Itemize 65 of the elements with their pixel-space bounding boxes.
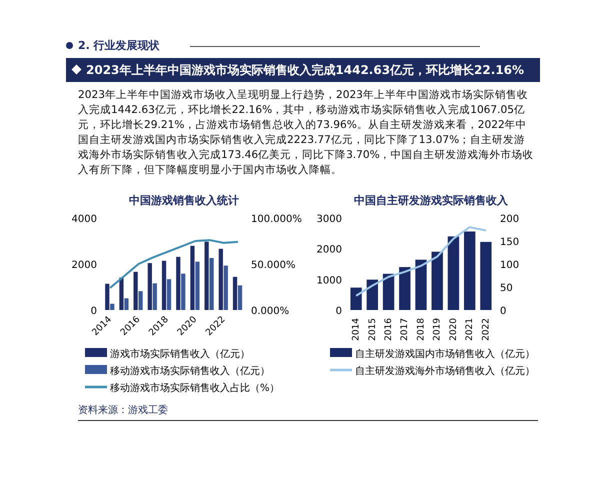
bar — [464, 231, 476, 310]
text: 2023年上半年中国游戏市场实际销售收入完成1442.63亿元，环比增长22.16% — [86, 62, 524, 79]
bar — [415, 260, 427, 310]
y-tick-label: 2000 — [72, 260, 97, 271]
legend-label: 移动游戏市场实际销售收入（亿元） — [110, 365, 270, 377]
x-tick-label: 2015 — [368, 318, 378, 341]
y-tick-label: 4000 — [72, 214, 97, 225]
bar — [224, 266, 228, 310]
y2-tick-label: 200 — [500, 214, 520, 225]
bar — [190, 246, 195, 310]
x-tick-label: 2014 — [352, 318, 362, 341]
legend-label: 移动游戏市场实际销售收入占比（%） — [110, 382, 280, 394]
bar — [399, 267, 410, 310]
y-tick-label: 0 — [336, 306, 342, 317]
y2-tick-label: 0.000% — [251, 306, 290, 317]
chart-title: 中国游戏销售收入统计 — [129, 194, 239, 207]
line-series — [109, 239, 239, 289]
bar — [195, 262, 200, 310]
x-tick-label: 2016 — [384, 318, 394, 341]
line-series — [355, 226, 487, 297]
bar — [148, 263, 152, 310]
y2-tick-label: 150 — [500, 237, 520, 248]
bar — [232, 276, 238, 310]
x-tick-label: 2019 — [432, 318, 443, 341]
bar — [124, 298, 129, 310]
x-tick-label: 2020 — [448, 318, 459, 341]
bar — [350, 288, 362, 310]
bar — [110, 304, 114, 310]
bar — [480, 242, 492, 310]
bar — [204, 242, 209, 310]
bar — [176, 256, 180, 310]
x-tick-label: 2018 — [416, 318, 426, 341]
y2-tick-label: 100 — [500, 260, 520, 271]
bar — [105, 284, 110, 310]
bar — [152, 283, 157, 310]
bar — [448, 236, 460, 310]
legend-label: 自主研发游戏海外市场销售收入（亿元） — [355, 365, 535, 377]
bar — [210, 258, 214, 310]
y2-tick-label: 100.000% — [251, 214, 302, 225]
y2-tick-label: 50.000% — [251, 260, 296, 271]
text: 2023年上半年中国游戏市场收入呈现明显上行趋势，2023年上半年中国游戏市场实际销售收入完成1442.63亿元，环比增长22.16%，其中，移动游戏市场实际销售收入完成1067.05亿元，环比增长29.21%，占游戏市场销售总收入的73.96%。从自主研发游戏来看，2022年中国自主研发游戏国内市场实际销售收入完成2223.77亿元，同比下降了13.07%；自主研发游戏海外市场实际销售收入完成173.46亿美元，同比下降3.70%，中国自主研发游戏海外市场收入有所下降，但下降幅度明显小于国内市场收入降幅。 — [78, 88, 534, 178]
y-tick-label: 1000 — [316, 275, 342, 286]
bar — [166, 279, 172, 310]
bar — [366, 280, 378, 310]
bar — [238, 285, 242, 310]
bar — [218, 248, 223, 310]
legend-label: 自主研发游戏国内市场销售收入（亿元） — [355, 348, 535, 360]
x-tick-label: 2017 — [400, 318, 410, 341]
y-tick-label: 0 — [90, 306, 97, 317]
bar — [134, 272, 138, 310]
text: 资料来源：游戏工委 — [78, 403, 538, 421]
x-tick-label: 2021 — [465, 318, 476, 341]
y-tick-label: 3000 — [316, 214, 342, 225]
bar — [162, 260, 166, 310]
bar — [432, 252, 443, 310]
bar — [181, 274, 186, 310]
legend-label: 游戏市场实际销售收入（亿元） — [110, 348, 250, 360]
y2-tick-label: 50 — [500, 283, 513, 294]
bar — [138, 291, 143, 310]
y-tick-label: 2000 — [316, 244, 342, 256]
chart-title: 中国自主研发游戏实际销售收入 — [354, 194, 509, 207]
text: 2. 行业发展现状 — [78, 38, 160, 53]
bar — [382, 274, 394, 310]
y2-tick-label: 0 — [500, 306, 506, 317]
x-tick-label: 2022 — [481, 318, 492, 341]
